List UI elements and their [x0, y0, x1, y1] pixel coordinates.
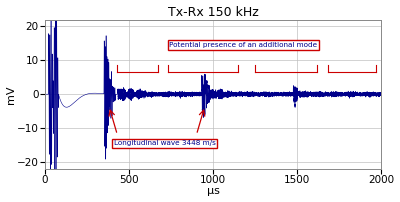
X-axis label: μs: μs — [207, 186, 220, 196]
Y-axis label: mV: mV — [6, 85, 16, 103]
Text: Potential presence of an additional mode: Potential presence of an additional mode — [170, 42, 318, 48]
Text: Longitudinal wave 3448 m/s: Longitudinal wave 3448 m/s — [114, 140, 215, 146]
Title: Tx-Rx 150 kHz: Tx-Rx 150 kHz — [168, 6, 259, 19]
